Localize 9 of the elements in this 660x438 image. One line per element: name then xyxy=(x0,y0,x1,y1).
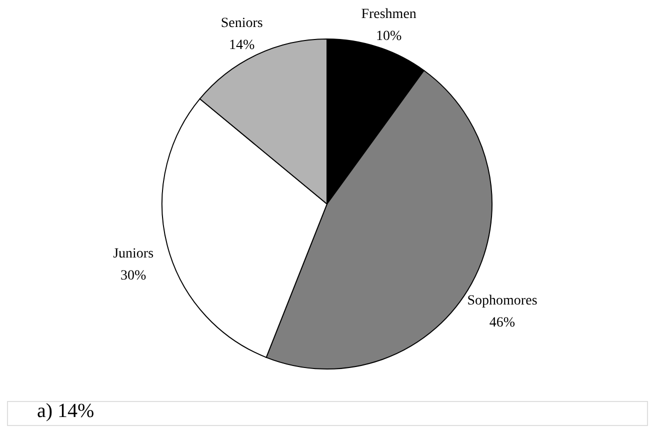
data-label: 46% xyxy=(489,315,516,330)
text: a) 14% xyxy=(37,400,94,422)
slice-label: Seniors xyxy=(220,16,263,32)
slice-label: Sophomores xyxy=(467,293,538,308)
slice-label: Juniors xyxy=(113,246,154,262)
data-label: 14% xyxy=(229,38,256,54)
data-label: 10% xyxy=(376,28,402,44)
data-label: 30% xyxy=(120,268,146,284)
slice-label: Freshmen xyxy=(361,6,416,22)
